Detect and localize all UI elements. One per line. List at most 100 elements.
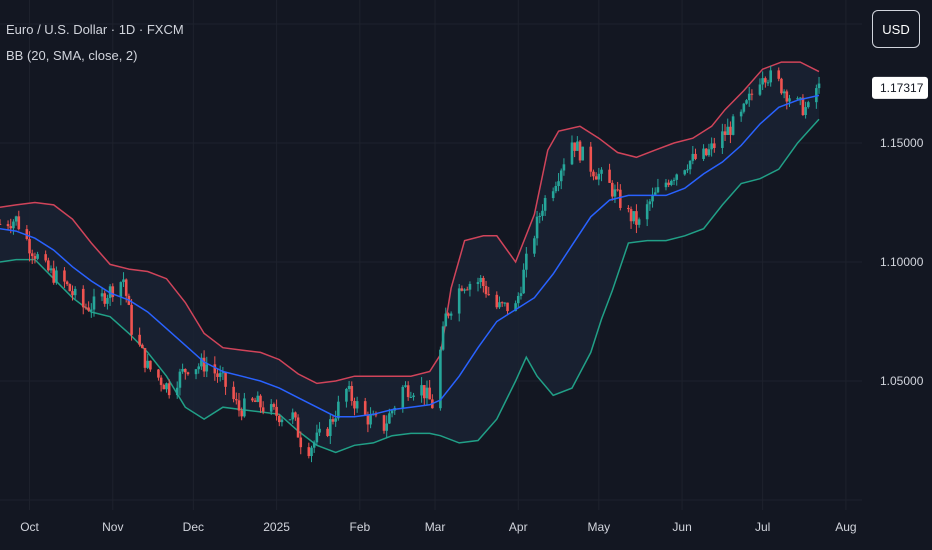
candle-down <box>495 294 499 308</box>
currency-button[interactable]: USD <box>872 10 920 48</box>
candle-up <box>632 211 636 222</box>
candle-up <box>651 194 654 202</box>
candle-up <box>385 423 388 431</box>
candle-down <box>422 385 426 399</box>
candle-up <box>337 401 340 419</box>
candle-down <box>704 148 708 156</box>
candle-up <box>613 189 617 197</box>
candle-down <box>251 398 254 401</box>
candle-up <box>726 126 730 135</box>
candle-down <box>482 277 485 287</box>
candle-down <box>167 383 171 396</box>
candle-down <box>382 415 386 431</box>
candle-down <box>592 171 595 177</box>
candle-down <box>331 419 335 422</box>
candle-down <box>30 253 34 257</box>
candle-up <box>449 313 453 316</box>
candle-up <box>218 373 222 377</box>
candle-down <box>780 78 783 94</box>
candle-up <box>36 254 39 259</box>
x-tick-label: Apr <box>509 520 528 534</box>
candle-up <box>49 268 53 271</box>
candle-up <box>312 442 316 448</box>
candle-up <box>731 116 735 135</box>
candle-up <box>543 198 547 211</box>
candle-up <box>600 169 603 174</box>
candle-up <box>551 191 555 199</box>
candle-down <box>296 417 300 438</box>
candle-up <box>672 179 676 181</box>
x-tick-label: Feb <box>349 520 370 534</box>
y-tick-label: 1.10000 <box>880 255 924 269</box>
candle-down <box>157 369 160 378</box>
candle-up <box>409 396 413 398</box>
candle-up <box>194 369 198 375</box>
bb-upper-line <box>0 61 820 385</box>
candle-down <box>363 401 367 415</box>
candle-up <box>675 174 679 180</box>
candle-up <box>122 279 125 283</box>
candle-up <box>221 372 225 374</box>
candle-up <box>559 170 563 182</box>
candle-down <box>261 407 265 412</box>
candle-down <box>47 260 50 271</box>
candle-down <box>65 281 69 285</box>
candle-up <box>557 181 560 187</box>
candle-up <box>653 192 657 195</box>
candle-up <box>345 388 348 402</box>
candle-down <box>465 289 469 291</box>
candle-down <box>635 211 638 225</box>
candle-down <box>299 437 303 448</box>
candle-up <box>479 277 482 283</box>
candle-down <box>294 412 297 418</box>
bb-band-fill <box>0 62 820 453</box>
candle-up <box>291 412 295 420</box>
candle-up <box>742 103 746 112</box>
candle-up <box>691 153 695 161</box>
candle-up <box>664 182 668 188</box>
candle-down <box>326 428 329 436</box>
bb-basis-line <box>0 94 820 418</box>
candle-down <box>143 348 147 368</box>
candle-up <box>656 187 660 193</box>
candle-up <box>554 186 558 192</box>
candle-up <box>425 387 429 399</box>
candle-down <box>111 286 115 297</box>
candle-up <box>205 364 209 372</box>
x-tick-label: Jul <box>755 520 770 534</box>
candle-up <box>570 142 574 165</box>
candle-down <box>141 344 144 349</box>
candle-up <box>347 386 351 389</box>
candle-down <box>84 307 88 309</box>
candle-up <box>562 164 566 171</box>
candle-down <box>183 368 187 373</box>
x-tick-label: Oct <box>20 520 39 534</box>
candle-down <box>159 377 163 385</box>
candle-up <box>165 383 168 390</box>
candle-down <box>629 209 633 222</box>
candle-down <box>729 126 732 135</box>
x-tick-label: May <box>587 520 610 534</box>
candle-down <box>87 307 90 311</box>
candle-up <box>100 293 104 297</box>
candle-down <box>750 93 754 95</box>
candle-down <box>186 372 190 375</box>
candle-down <box>460 288 464 291</box>
candle-up <box>804 107 807 116</box>
x-tick-label: Dec <box>183 520 204 534</box>
candle-down <box>202 357 206 372</box>
candle-down <box>232 386 235 400</box>
candle-up <box>178 371 182 388</box>
candle-up <box>670 180 673 185</box>
candle-up <box>269 404 273 412</box>
candle-down <box>506 302 509 312</box>
candle-down <box>237 400 241 411</box>
candle-up <box>747 93 751 101</box>
candle-up <box>175 387 179 396</box>
candle-down <box>44 254 47 261</box>
candle-down <box>764 78 767 83</box>
candle-down <box>216 373 219 377</box>
candle-down <box>801 97 805 116</box>
